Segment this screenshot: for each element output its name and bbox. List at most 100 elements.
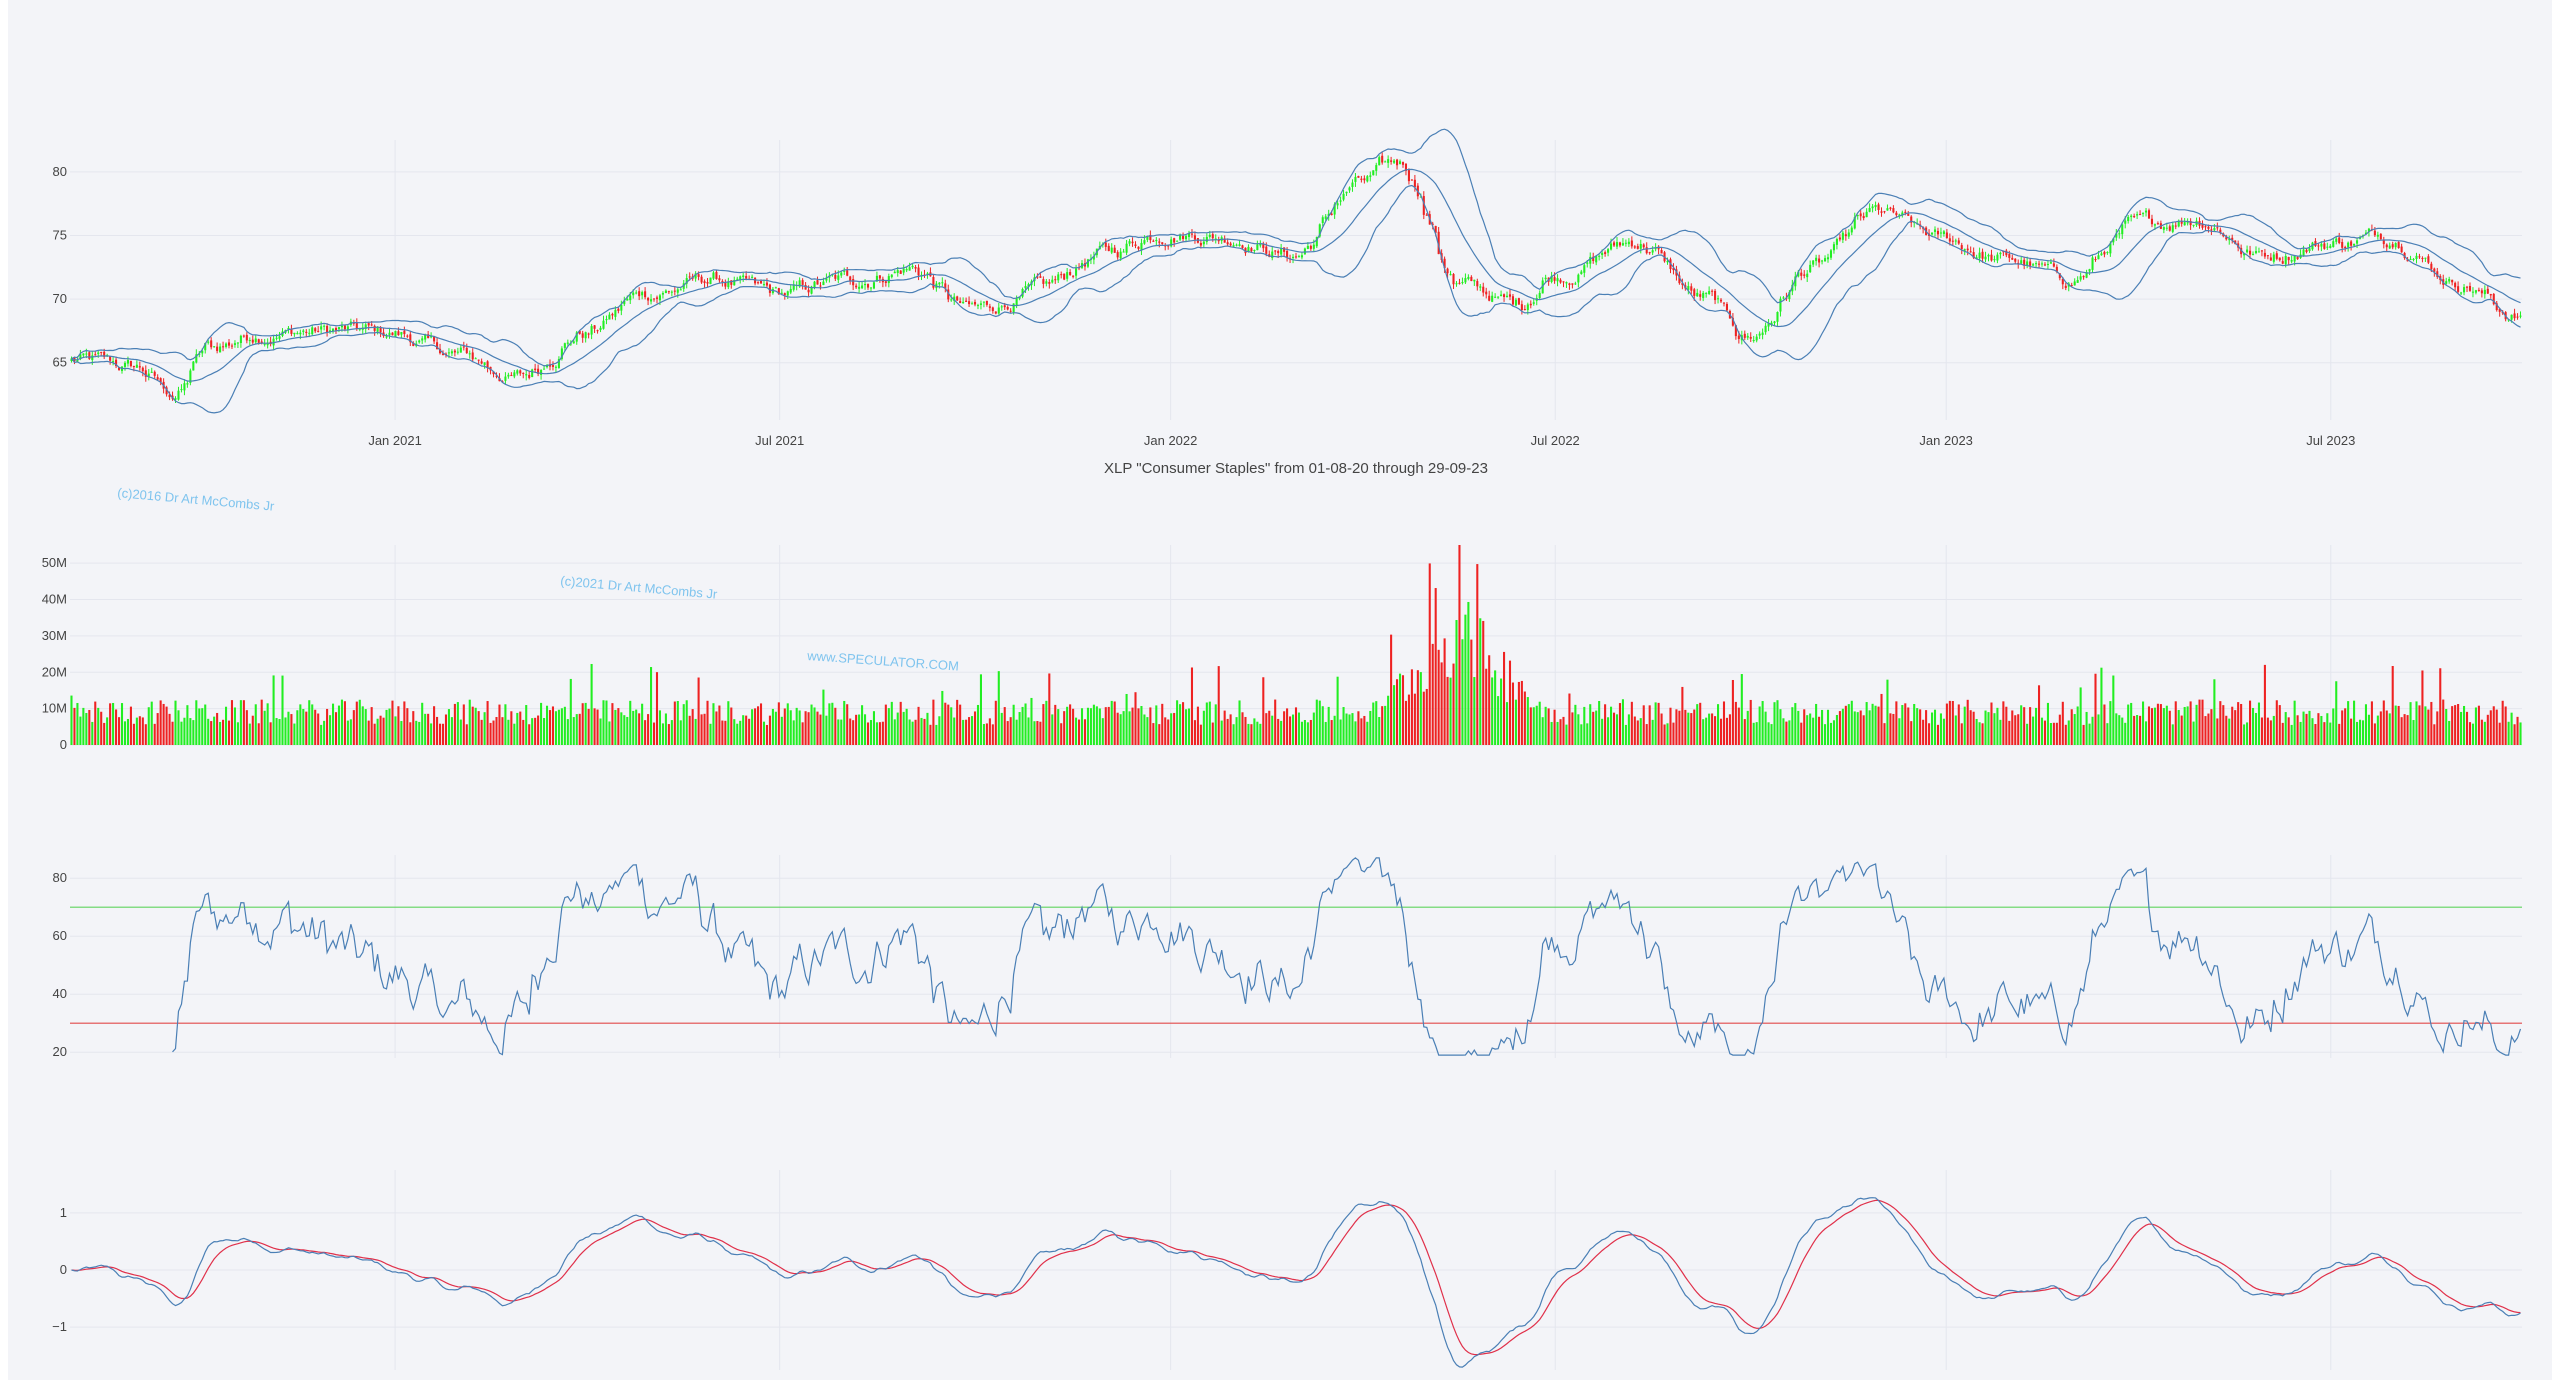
volume-bar <box>85 712 88 745</box>
candle-body <box>611 313 614 316</box>
volume-bar <box>94 701 97 745</box>
volume-bar <box>1345 713 1348 745</box>
volume-bar <box>1627 714 1630 745</box>
volume-bar <box>602 700 605 745</box>
volume-bar <box>2353 700 2356 745</box>
volume-bar <box>210 721 213 745</box>
candle-body <box>1966 248 1969 251</box>
volume-bar <box>1360 718 1363 745</box>
volume-bar <box>1984 710 1987 745</box>
candle-body <box>412 342 415 346</box>
candle-body <box>2136 214 2139 216</box>
volume-bar <box>2341 710 2344 745</box>
volume-bar <box>2254 712 2258 745</box>
volume-bar <box>1057 709 1060 745</box>
volume-bar <box>1286 708 1289 745</box>
candle-body <box>305 331 308 333</box>
volume-bar <box>331 703 335 745</box>
candle-body <box>2171 225 2174 232</box>
candle-body <box>1568 283 1571 285</box>
candle-body <box>97 352 100 355</box>
candle-body <box>2100 253 2103 256</box>
volume-bar <box>415 720 418 745</box>
volume-bar <box>2228 718 2231 745</box>
volume-bar <box>837 719 840 745</box>
volume-bar <box>308 700 311 745</box>
volume-bar <box>843 700 846 745</box>
volume-bar <box>1636 720 1639 745</box>
volume-bar <box>1324 721 1327 745</box>
volume-bar <box>480 719 483 745</box>
candle-body <box>224 343 228 347</box>
volume-bar <box>1615 714 1619 745</box>
candle-body <box>1936 230 1940 235</box>
volume-bar <box>483 712 486 745</box>
volume-bar <box>504 704 507 745</box>
volume-bar <box>2159 704 2162 745</box>
candle-body <box>2058 273 2061 279</box>
candle-body <box>2305 249 2308 253</box>
volume-bar <box>1187 708 1191 745</box>
candle-body <box>1862 216 1865 219</box>
candle-body <box>2115 233 2118 238</box>
volume-bar <box>947 704 950 745</box>
volume-bar <box>2118 715 2121 745</box>
volume-bar <box>1919 709 1922 745</box>
candle-body <box>394 331 397 337</box>
candle-body <box>914 267 917 269</box>
volume-bar <box>373 723 376 745</box>
candle-body <box>1173 238 1176 243</box>
volume-bar <box>1277 718 1280 745</box>
candle-body <box>1972 252 1975 258</box>
volume-bar <box>1699 702 1702 745</box>
volume-bar <box>1461 639 1464 745</box>
candle-body <box>1431 223 1434 225</box>
volume-bar <box>2130 702 2133 745</box>
candle-body <box>2204 226 2207 228</box>
volume-bar <box>412 711 415 745</box>
candle-body <box>1604 252 1607 254</box>
volume-bar <box>174 700 177 745</box>
volume-bar <box>2076 706 2079 745</box>
volume-bar <box>1101 718 1104 745</box>
candle-body <box>2471 291 2475 293</box>
candle-body <box>1571 283 1574 285</box>
candle-body <box>1681 283 1684 285</box>
volume-bar <box>1235 717 1238 745</box>
volume-bar <box>1612 712 1616 745</box>
volume-bar <box>1259 723 1262 745</box>
candle-body <box>2415 255 2418 259</box>
volume-bar <box>2501 700 2504 745</box>
candle-body <box>557 358 560 368</box>
volume-bar <box>976 704 980 745</box>
volume-bar <box>2495 709 2498 745</box>
volume-bar <box>186 705 189 745</box>
candle-body <box>1678 275 1681 284</box>
candle-body <box>1003 305 1006 308</box>
candle-body <box>2353 243 2356 246</box>
volume-bar <box>1464 614 1467 745</box>
candle-body <box>765 282 769 286</box>
volume-bar <box>1244 716 1247 745</box>
candle-body <box>1702 292 1705 299</box>
candle-body <box>1749 336 1752 339</box>
volume-bar <box>831 702 834 745</box>
candle-body <box>1945 232 1948 239</box>
volume-bar <box>305 711 308 745</box>
volume-bar <box>2278 705 2281 745</box>
volume-bar <box>953 717 956 745</box>
volume-bar <box>1577 714 1580 745</box>
candle-body <box>673 290 676 292</box>
volume-bar <box>2070 709 2073 745</box>
volume-bar <box>1895 701 1898 745</box>
volume-bar <box>159 700 162 745</box>
rsi-panel <box>70 857 2522 1056</box>
volume-bar <box>941 690 944 745</box>
volume-bar <box>1523 691 1526 745</box>
candle-body <box>629 295 632 301</box>
candle-body <box>2266 255 2269 257</box>
volume-bar <box>522 719 525 745</box>
candle-body <box>566 342 569 344</box>
y-tick-label: 40 <box>53 986 67 1001</box>
candle-body <box>2519 315 2522 317</box>
